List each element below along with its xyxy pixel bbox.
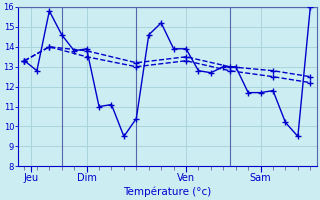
X-axis label: Température (°c): Température (°c) — [123, 186, 212, 197]
